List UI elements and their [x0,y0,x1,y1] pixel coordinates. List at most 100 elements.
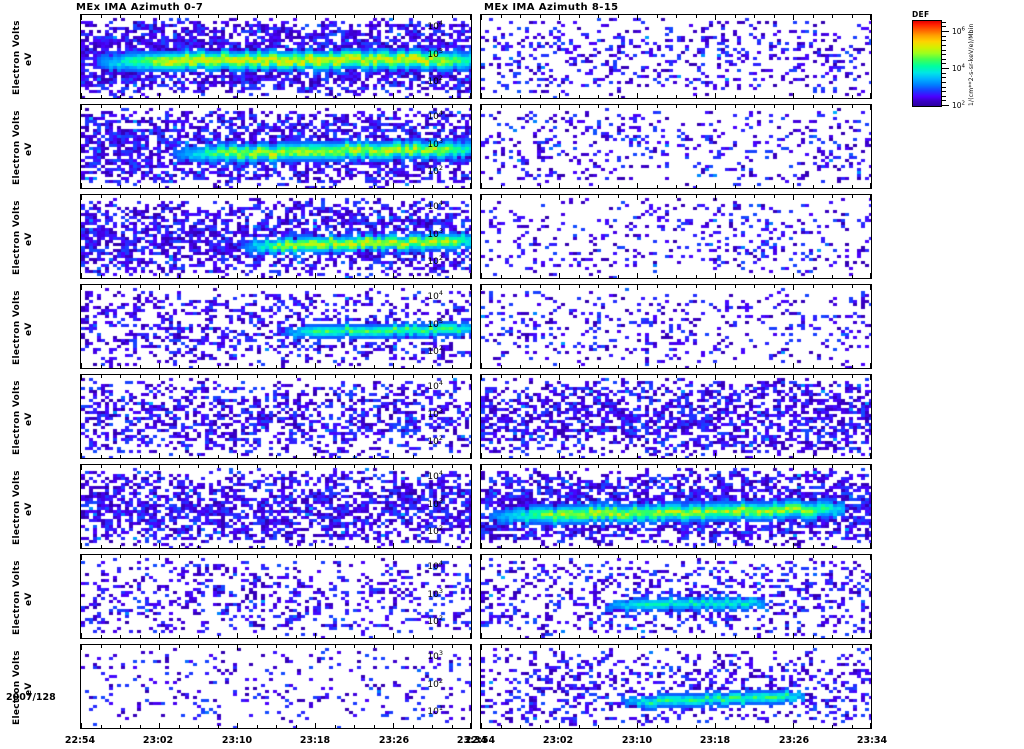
y-tick-exponent: 3 [438,497,443,505]
y-axis-title: Electron Volts [12,110,22,185]
y-tick-label: 104 [427,290,443,302]
x-tick-label: 23:10 [221,735,253,746]
y-tick-label: 104 [427,560,443,572]
y-tick-exponent: 3 [438,649,443,657]
y-tick-marks-right [471,645,472,728]
y-tick-label: 102 [427,435,443,447]
colorbar-units-label: 1/(cm**2-s-sr-keV/e)/Mbin [968,23,975,106]
spectrogram-image [481,555,871,638]
right-column-title: MEx IMA Azimuth 8-15 [484,2,619,13]
colorbar-tick-exponent: 6 [961,26,966,33]
spectrogram-image [81,555,471,638]
y-tick-exponent: 1 [438,704,443,712]
y-axis-title-units: eV [24,142,34,156]
spectrogram-panel[interactable] [480,644,872,729]
y-tick-mantissa: 10 [427,77,439,87]
spectrogram-panel[interactable]: 103 102 101 [80,644,472,729]
spectrogram-panel[interactable]: 104 103 102 [80,194,472,279]
colorbar-tick-label: 104 [952,63,965,73]
y-tick-mantissa: 10 [427,140,439,150]
spectrogram-panel[interactable] [480,284,872,369]
y-tick-exponent: 3 [438,407,443,415]
y-tick-mantissa: 10 [427,257,439,267]
x-tick-label: 23:02 [542,735,574,746]
spectrogram-panel[interactable]: 104 103 102 [80,374,472,459]
y-tick-mantissa: 10 [427,472,439,482]
y-axis-title-line2: eV [24,411,34,426]
spectrogram-panel[interactable]: 104 103 102 [80,554,472,639]
y-tick-label: 102 [427,255,443,267]
y-tick-exponent: 2 [438,614,443,622]
spectrogram-panel[interactable] [480,104,872,189]
x-tick-label: 23:18 [299,735,331,746]
y-tick-marks-right [871,15,872,98]
y-tick-marks [480,645,481,728]
spectrogram-panel[interactable] [480,194,872,279]
colorbar: DEF 1/(cm**2-s-sr-keV/e)/Mbin 106 104 102 [912,10,1022,120]
colorbar-gradient [912,20,942,107]
y-tick-marks [80,375,81,458]
y-axis-title-line1: Electron Volts [12,560,22,635]
y-tick-marks [80,105,81,188]
plot-area [481,15,871,98]
spectrogram-panel[interactable] [480,464,872,549]
colorbar-tick-mantissa: 10 [952,100,962,110]
y-tick-marks-right [871,285,872,368]
spectrogram-panel[interactable] [480,14,872,99]
plot-area [481,285,871,368]
y-tick-marks-right [871,555,872,638]
plot-area [481,195,871,278]
y-axis-title-line1: Electron Volts [12,650,22,725]
x-tick-label: 23:02 [142,735,174,746]
y-tick-marks-right [471,375,472,458]
plot-area [481,645,871,728]
spectrogram-image [81,105,471,188]
spectrogram-panel[interactable]: 104 103 102 [80,284,472,369]
y-tick-label: 102 [427,165,443,177]
y-tick-marks [480,15,481,98]
y-tick-marks [480,555,481,638]
y-axis-title-units: eV [24,592,34,606]
y-tick-mantissa: 10 [427,590,439,600]
y-tick-exponent: 4 [438,379,443,387]
y-tick-mantissa: 10 [427,382,439,392]
spectrogram-panel[interactable]: 104 103 102 [80,14,472,99]
y-tick-exponent: 2 [438,74,443,82]
colorbar-ticks [941,20,951,106]
y-tick-mantissa: 10 [427,50,439,60]
x-tick-label: 23:26 [378,735,410,746]
y-tick-mantissa: 10 [427,22,439,32]
plot-area [481,375,871,458]
plot-area [481,555,871,638]
y-tick-exponent: 2 [438,524,443,532]
spectrogram-panel[interactable]: 104 103 102 [80,104,472,189]
spectrogram-panel[interactable]: 104 103 102 [80,464,472,549]
x-axis-labels-left: 22:54 23:02 23:10 23:18 23:26 23:34 [65,731,487,749]
y-tick-label: 102 [427,525,443,537]
x-axis-labels-right: 22:54 23:02 23:10 23:18 23:26 23:34 [465,731,887,749]
date-label: 2007/128 [6,692,56,703]
y-tick-mantissa: 10 [427,112,439,122]
y-tick-marks-right [871,105,872,188]
y-tick-label: 103 [427,138,443,150]
y-tick-exponent: 3 [438,317,443,325]
panel-column-azimuth-8-15 [480,14,872,734]
spectrogram-image [81,645,471,728]
y-tick-label: 104 [427,110,443,122]
spectrogram-panel[interactable] [480,374,872,459]
y-tick-marks-right [471,195,472,278]
colorbar-tick-label: 102 [952,100,965,110]
colorbar-title: DEF [912,10,930,19]
y-axis-title-line2: eV [24,501,34,516]
colorbar-tick-mantissa: 10 [952,26,962,36]
x-tick-label: 23:18 [699,735,731,746]
spectrogram-panel[interactable] [480,554,872,639]
y-tick-exponent: 3 [438,137,443,145]
y-tick-mantissa: 10 [427,562,439,572]
y-tick-marks [480,195,481,278]
plot-area [481,465,871,548]
y-tick-label: 102 [427,75,443,87]
y-axis-title: Electron Volts [12,560,22,635]
y-tick-marks [480,285,481,368]
y-tick-label: 103 [427,318,443,330]
